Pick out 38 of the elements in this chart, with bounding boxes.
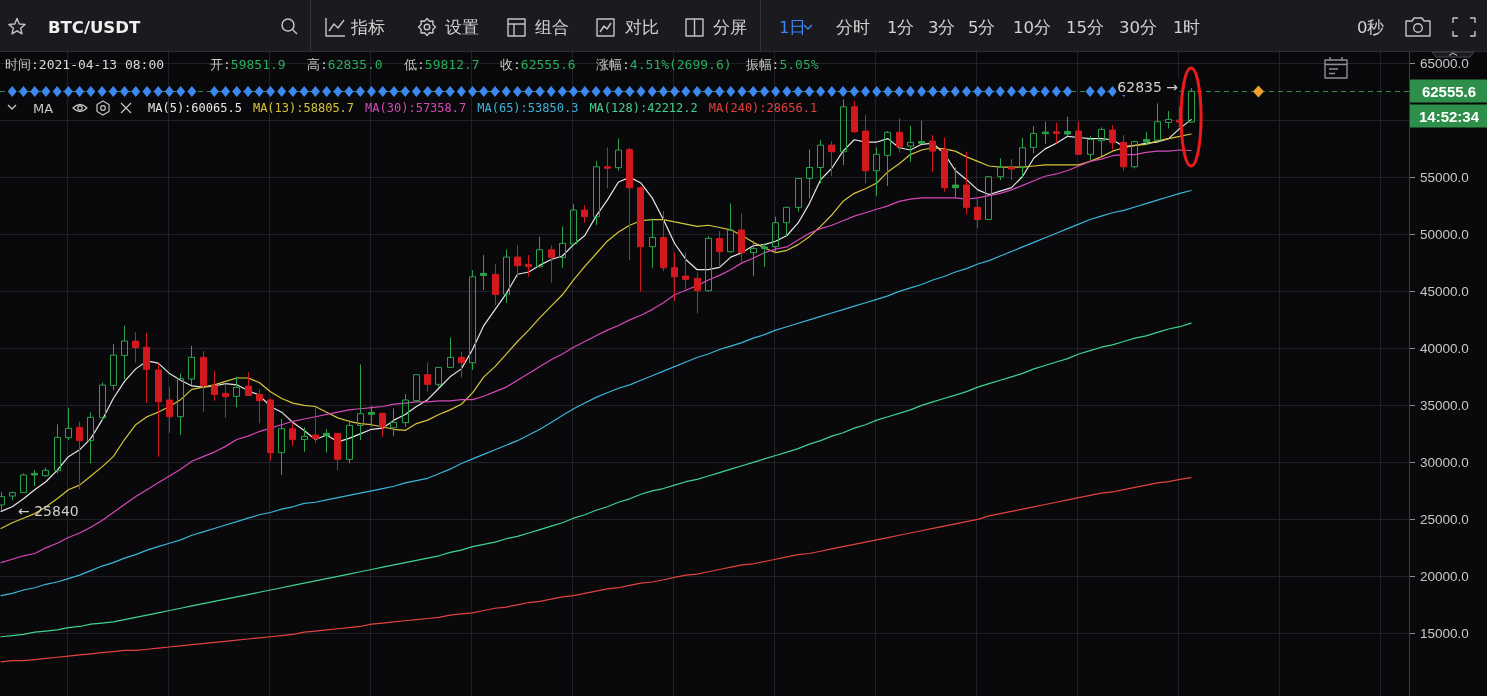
annotation: 时间:2021-04-13 08:00 bbox=[5, 56, 165, 72]
legend: MA MA(5):60065.5 MA(13):58805.7 MA(30):57358.7 MA(65):53850.3 MA(128):42212.2 MA(240):28656.1 bbox=[7, 100, 818, 116]
text: 分时 bbox=[836, 17, 870, 37]
text: 1时 bbox=[1173, 17, 1201, 37]
y-tick-label: 30000.0 bbox=[1420, 454, 1469, 470]
y-tick-label: 20000.0 bbox=[1420, 568, 1469, 584]
y-tick-label: 35000.0 bbox=[1420, 397, 1469, 413]
annotation: 高:62835.0 bbox=[307, 56, 383, 72]
annotation: 涨幅:4.51%(2699.6) bbox=[596, 56, 732, 72]
text: 10分 bbox=[1013, 17, 1051, 37]
legend-title: MA bbox=[33, 100, 54, 116]
chart-title: BTC/USDT bbox=[48, 17, 141, 37]
text: 5分 bbox=[968, 17, 996, 37]
text: 0秒 bbox=[1357, 17, 1385, 37]
y-tick-label: 55000.0 bbox=[1420, 169, 1469, 185]
annotation: 振幅:5.05% bbox=[745, 56, 819, 72]
text: 设置 bbox=[445, 17, 479, 37]
annotation: 开:59851.9 bbox=[210, 56, 286, 72]
y-tick-label: 50000.0 bbox=[1420, 226, 1469, 242]
text: 15分 bbox=[1066, 17, 1104, 37]
text: 分屏 bbox=[713, 17, 747, 37]
text: 指标 bbox=[350, 17, 385, 37]
text: 1日 bbox=[779, 17, 807, 37]
line-series bbox=[0, 477, 1192, 663]
y-tick-label: 40000.0 bbox=[1420, 340, 1469, 356]
line-series bbox=[0, 322, 1192, 638]
text: 30分 bbox=[1119, 17, 1157, 37]
y-tick-label: 25000.0 bbox=[1420, 511, 1469, 527]
text: 对比 bbox=[625, 17, 659, 37]
y-tick-label: 15000.0 bbox=[1420, 625, 1469, 641]
annotation: 低:59812.7 bbox=[404, 56, 480, 72]
y-tick-label: 65000.0 bbox=[1420, 55, 1469, 71]
y-tick-label: 45000.0 bbox=[1420, 283, 1469, 299]
text: 3分 bbox=[928, 17, 956, 37]
text: 1分 bbox=[887, 17, 915, 37]
line-series bbox=[0, 189, 1192, 597]
text: 组合 bbox=[535, 17, 569, 37]
annotation: 收:62555.6 bbox=[500, 56, 576, 72]
